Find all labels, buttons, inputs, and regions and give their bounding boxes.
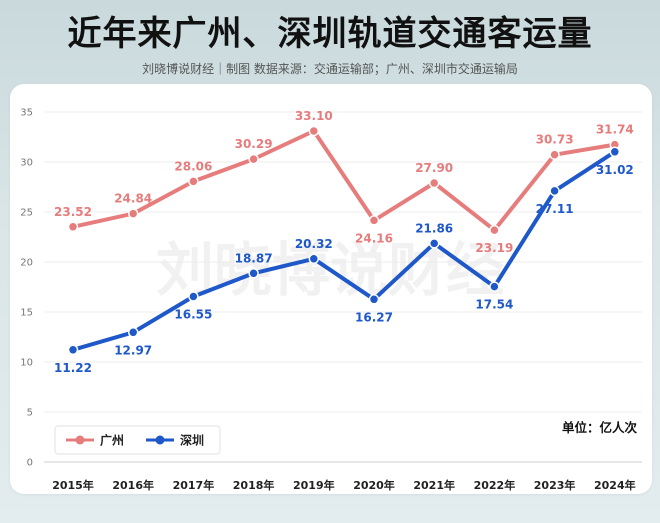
data-label: 27.90 [415, 161, 453, 175]
legend-box [54, 425, 221, 455]
x-tick-label: 2017年 [173, 478, 215, 492]
data-point [308, 253, 320, 265]
y-tick-label: 0 [27, 458, 33, 469]
data-point [188, 176, 199, 187]
legend: 广州 深圳 [54, 425, 221, 455]
data-label: 20.32 [295, 237, 333, 251]
data-label: 16.27 [355, 310, 393, 324]
x-tick-label: 2022年 [474, 478, 516, 492]
data-point [248, 153, 259, 165]
data-label: 11.22 [54, 361, 92, 375]
y-axis-ticks: 0 5 10 15 20 25 30 35 [20, 108, 33, 469]
data-label: 24.16 [355, 231, 393, 245]
data-label: 31.02 [596, 163, 634, 177]
chart-subtitle: 刘晓博说财经｜制图 数据来源：交通运输部；广州、深圳市交通运输局 [142, 62, 518, 76]
data-point [67, 221, 79, 233]
x-tick-label: 2019年 [293, 478, 335, 492]
x-tick-label: 2021年 [413, 478, 455, 492]
x-tick-label: 2023年 [534, 478, 576, 492]
data-point [549, 149, 560, 160]
data-label: 33.10 [295, 109, 333, 123]
data-label: 16.55 [174, 308, 212, 322]
data-label: 31.74 [596, 123, 634, 137]
y-tick-label: 25 [20, 208, 33, 219]
x-axis-ticks: 2015年 2016年 2017年 2018年 2019年 2020年 2021年 2022年… [52, 478, 635, 492]
data-point [127, 327, 139, 338]
legend-item-广州: 广州 [66, 433, 124, 448]
data-point [489, 281, 500, 292]
data-point [308, 125, 320, 137]
data-label: 23.19 [475, 241, 513, 255]
series-line [71, 129, 617, 233]
data-point [248, 268, 259, 279]
x-tick-label: 2016年 [112, 478, 154, 492]
y-tick-label: 30 [20, 158, 33, 169]
data-point [428, 238, 440, 249]
series-group: 23.52 24.84 28.06 30.29 33.10 24.16 27.90 23.19… [54, 109, 634, 375]
data-point [67, 344, 79, 356]
unit-label: 单位：亿人次 [562, 420, 638, 435]
data-label: 30.29 [235, 137, 273, 151]
data-label: 24.84 [114, 192, 152, 206]
x-tick-label: 2020年 [353, 478, 395, 492]
y-tick-label: 35 [20, 108, 33, 119]
data-point [368, 294, 380, 305]
data-point [489, 224, 500, 236]
y-tick-label: 5 [27, 408, 33, 419]
data-point [428, 177, 440, 189]
series-广州: 23.52 24.84 28.06 30.29 33.10 24.16 27.90 23.19… [54, 109, 634, 255]
y-tick-label: 20 [20, 258, 33, 269]
data-label: 21.86 [415, 221, 453, 235]
data-point [609, 146, 621, 158]
legend-item-深圳: 深圳 [146, 433, 204, 448]
data-label: 27.11 [536, 202, 574, 216]
chart-title: 近年来广州、深圳轨道交通客运量 [67, 14, 593, 54]
x-tick-label: 2024年 [594, 478, 636, 492]
data-label: 18.87 [235, 251, 273, 265]
data-point [188, 291, 199, 302]
data-label: 23.52 [54, 205, 92, 219]
data-label: 17.54 [475, 298, 513, 312]
data-point [549, 185, 560, 197]
series-line [71, 149, 617, 352]
data-label: 28.06 [174, 159, 212, 173]
legend-swatch-marker [75, 435, 85, 445]
x-tick-label: 2018年 [233, 478, 275, 492]
series-深圳: 11.22 12.97 16.55 18.87 20.32 16.27 21.86 17.54… [54, 146, 634, 375]
data-point [368, 215, 380, 226]
data-point [127, 208, 139, 219]
legend-label: 广州 [100, 433, 124, 448]
y-tick-label: 10 [20, 358, 33, 369]
data-label: 12.97 [114, 343, 152, 357]
y-tick-label: 15 [20, 308, 33, 319]
legend-label: 深圳 [180, 433, 204, 448]
legend-swatch-marker [155, 435, 165, 445]
x-tick-label: 2015年 [52, 478, 94, 492]
data-label: 30.73 [536, 133, 574, 147]
